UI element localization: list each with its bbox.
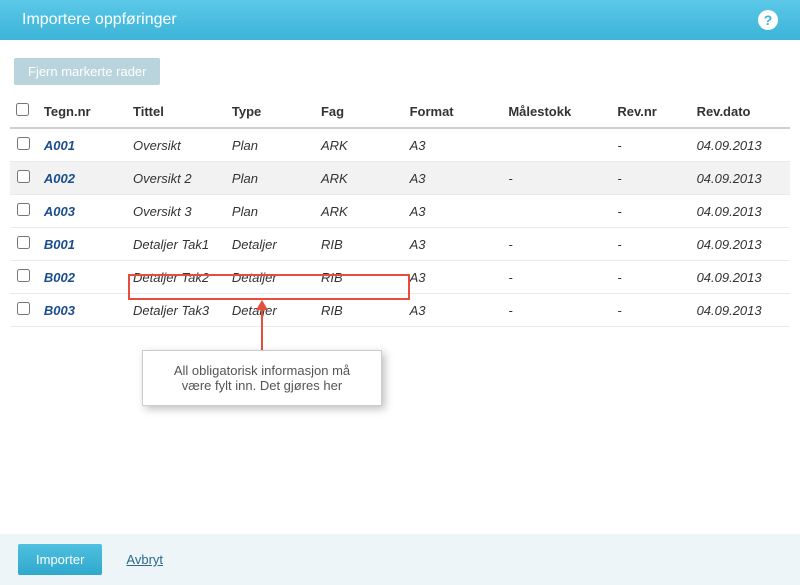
import-table: Tegn.nr Tittel Type Fag Format Målestokk… — [10, 95, 790, 327]
cell-tittel[interactable]: Oversikt 2 — [127, 162, 226, 195]
cell-malestokk[interactable]: - — [502, 228, 611, 261]
cell-rev-nr[interactable]: - — [611, 261, 690, 294]
annotation-callout: All obligatorisk informasjon må være fyl… — [142, 350, 382, 406]
cell-tegn-nr[interactable]: B003 — [38, 294, 127, 327]
row-checkbox[interactable] — [17, 302, 30, 315]
cell-rev-dato[interactable]: 04.09.2013 — [691, 261, 790, 294]
cell-rev-nr[interactable]: - — [611, 162, 690, 195]
cell-rev-nr[interactable]: - — [611, 128, 690, 162]
cell-rev-dato[interactable]: 04.09.2013 — [691, 162, 790, 195]
cell-format[interactable]: A3 — [404, 162, 503, 195]
cell-rev-dato[interactable]: 04.09.2013 — [691, 128, 790, 162]
table-row[interactable]: A001OversiktPlanARKA3 -04.09.2013 — [10, 128, 790, 162]
cell-tegn-nr[interactable]: B001 — [38, 228, 127, 261]
col-rev-dato[interactable]: Rev.dato — [691, 95, 790, 128]
col-tittel[interactable]: Tittel — [127, 95, 226, 128]
cell-tegn-nr[interactable]: A002 — [38, 162, 127, 195]
cell-fag[interactable]: RIB — [315, 294, 404, 327]
callout-text: All obligatorisk informasjon må være fyl… — [174, 363, 350, 393]
cell-rev-nr[interactable]: - — [611, 294, 690, 327]
cell-format[interactable]: A3 — [404, 228, 503, 261]
cell-type[interactable]: Plan — [226, 128, 315, 162]
row-checkbox[interactable] — [17, 203, 30, 216]
table-row[interactable]: A003Oversikt 3PlanARKA3 -04.09.2013 — [10, 195, 790, 228]
cell-malestokk[interactable]: - — [502, 294, 611, 327]
select-all-checkbox[interactable] — [16, 103, 29, 116]
cell-type[interactable]: Detaljer — [226, 294, 315, 327]
cell-format[interactable]: A3 — [404, 128, 503, 162]
table-row[interactable]: B002Detaljer Tak2DetaljerRIBA3--04.09.20… — [10, 261, 790, 294]
cell-fag[interactable]: ARK — [315, 128, 404, 162]
cell-fag[interactable]: ARK — [315, 195, 404, 228]
cell-format[interactable]: A3 — [404, 261, 503, 294]
cell-malestokk[interactable]: - — [502, 261, 611, 294]
cell-type[interactable]: Detaljer — [226, 261, 315, 294]
import-button[interactable]: Importer — [18, 544, 102, 575]
row-checkbox[interactable] — [17, 170, 30, 183]
cell-rev-dato[interactable]: 04.09.2013 — [691, 228, 790, 261]
cell-tittel[interactable]: Detaljer Tak2 — [127, 261, 226, 294]
dialog-header: Importere oppføringer ? — [0, 0, 800, 40]
row-checkbox[interactable] — [17, 137, 30, 150]
cell-tittel[interactable]: Oversikt 3 — [127, 195, 226, 228]
col-format[interactable]: Format — [404, 95, 503, 128]
select-all-header — [10, 95, 38, 128]
table-row[interactable]: B001Detaljer Tak1DetaljerRIBA3--04.09.20… — [10, 228, 790, 261]
cell-tittel[interactable]: Oversikt — [127, 128, 226, 162]
col-tegn-nr[interactable]: Tegn.nr — [38, 95, 127, 128]
col-malestokk[interactable]: Målestokk — [502, 95, 611, 128]
cell-tegn-nr[interactable]: A001 — [38, 128, 127, 162]
cell-rev-nr[interactable]: - — [611, 228, 690, 261]
dialog-title: Importere oppføringer — [22, 11, 177, 29]
row-checkbox[interactable] — [17, 269, 30, 282]
cell-malestokk[interactable]: - — [502, 162, 611, 195]
cell-type[interactable]: Detaljer — [226, 228, 315, 261]
cell-fag[interactable]: RIB — [315, 228, 404, 261]
cell-format[interactable]: A3 — [404, 195, 503, 228]
cancel-link[interactable]: Avbryt — [126, 552, 163, 567]
col-fag[interactable]: Fag — [315, 95, 404, 128]
table-row[interactable]: A002Oversikt 2PlanARKA3--04.09.2013 — [10, 162, 790, 195]
cell-tittel[interactable]: Detaljer Tak1 — [127, 228, 226, 261]
row-checkbox[interactable] — [17, 236, 30, 249]
cell-format[interactable]: A3 — [404, 294, 503, 327]
cell-tegn-nr[interactable]: A003 — [38, 195, 127, 228]
cell-fag[interactable]: RIB — [315, 261, 404, 294]
cell-type[interactable]: Plan — [226, 195, 315, 228]
cell-rev-nr[interactable]: - — [611, 195, 690, 228]
cell-type[interactable]: Plan — [226, 162, 315, 195]
remove-selected-button[interactable]: Fjern markerte rader — [14, 58, 160, 85]
col-rev-nr[interactable]: Rev.nr — [611, 95, 690, 128]
cell-fag[interactable]: ARK — [315, 162, 404, 195]
cell-rev-dato[interactable]: 04.09.2013 — [691, 195, 790, 228]
cell-tittel[interactable]: Detaljer Tak3 — [127, 294, 226, 327]
cell-malestokk[interactable] — [502, 195, 611, 228]
help-icon[interactable]: ? — [758, 10, 778, 30]
dialog-footer: Importer Avbryt — [0, 534, 800, 585]
col-type[interactable]: Type — [226, 95, 315, 128]
cell-tegn-nr[interactable]: B002 — [38, 261, 127, 294]
cell-malestokk[interactable] — [502, 128, 611, 162]
dialog-content: Fjern markerte rader Tegn.nr Tittel Type… — [0, 40, 800, 327]
table-header-row: Tegn.nr Tittel Type Fag Format Målestokk… — [10, 95, 790, 128]
cell-rev-dato[interactable]: 04.09.2013 — [691, 294, 790, 327]
table-row[interactable]: B003Detaljer Tak3DetaljerRIBA3--04.09.20… — [10, 294, 790, 327]
